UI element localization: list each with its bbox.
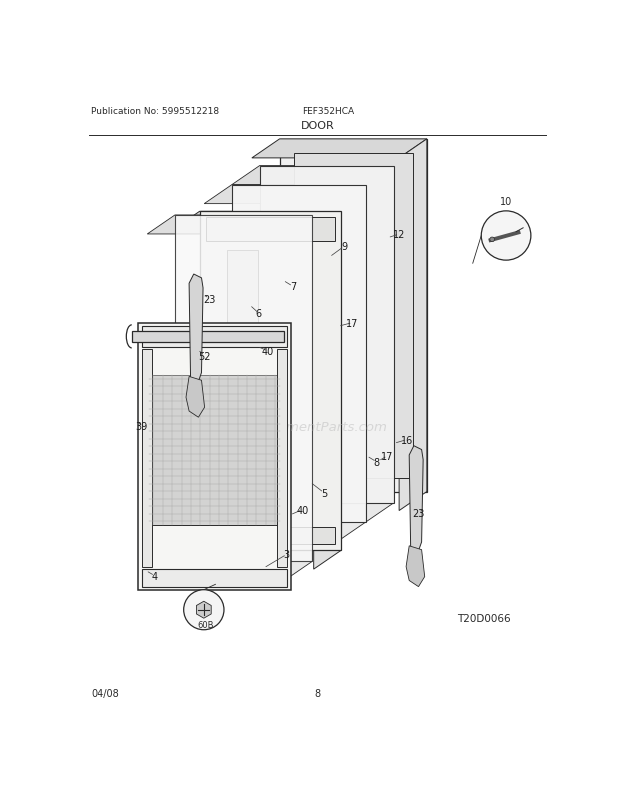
Text: T20D0066: T20D0066	[458, 613, 511, 623]
Polygon shape	[339, 185, 366, 541]
Polygon shape	[142, 350, 152, 568]
Polygon shape	[232, 166, 394, 185]
Text: 8: 8	[374, 457, 379, 468]
Polygon shape	[142, 569, 286, 587]
Polygon shape	[232, 185, 366, 522]
Polygon shape	[293, 153, 413, 478]
Text: 40: 40	[262, 346, 274, 357]
Text: 04/08: 04/08	[92, 688, 119, 699]
Text: DOOR: DOOR	[301, 121, 335, 131]
Text: eReplacementParts.com: eReplacementParts.com	[225, 420, 387, 433]
Text: 16: 16	[401, 435, 413, 445]
Polygon shape	[142, 327, 286, 348]
Polygon shape	[406, 546, 425, 587]
Polygon shape	[314, 212, 342, 569]
Polygon shape	[206, 218, 335, 241]
Text: 40: 40	[296, 505, 308, 515]
Polygon shape	[200, 212, 342, 550]
Polygon shape	[227, 250, 258, 489]
Polygon shape	[175, 216, 312, 561]
Circle shape	[184, 590, 224, 630]
Text: 6: 6	[256, 309, 262, 319]
Text: 17: 17	[381, 452, 394, 461]
Polygon shape	[399, 140, 427, 511]
Polygon shape	[252, 140, 427, 159]
Text: 4: 4	[152, 571, 158, 581]
Text: 7: 7	[290, 282, 296, 292]
Text: 5: 5	[321, 488, 327, 498]
Polygon shape	[409, 446, 423, 557]
Circle shape	[481, 212, 531, 261]
Polygon shape	[280, 140, 427, 492]
Polygon shape	[277, 350, 286, 568]
Circle shape	[490, 237, 495, 242]
Text: 23: 23	[203, 294, 215, 304]
Text: 52: 52	[198, 351, 211, 361]
Polygon shape	[149, 375, 280, 525]
Text: FEF352HCA: FEF352HCA	[303, 107, 355, 116]
Text: 17: 17	[347, 318, 359, 328]
Polygon shape	[260, 166, 394, 503]
Polygon shape	[206, 528, 335, 545]
Polygon shape	[131, 331, 285, 342]
Text: 9: 9	[341, 242, 347, 252]
Text: Publication No: 5995512218: Publication No: 5995512218	[92, 107, 219, 116]
Polygon shape	[285, 216, 312, 581]
Polygon shape	[186, 377, 205, 418]
Polygon shape	[366, 166, 394, 522]
Polygon shape	[172, 212, 342, 231]
Text: 39: 39	[135, 422, 147, 432]
Text: 8: 8	[315, 688, 321, 699]
Polygon shape	[148, 216, 312, 235]
Text: 10: 10	[500, 197, 512, 207]
Text: 3: 3	[284, 549, 290, 560]
Polygon shape	[138, 323, 291, 591]
Polygon shape	[204, 185, 366, 205]
Text: 23: 23	[412, 508, 425, 518]
Polygon shape	[149, 375, 280, 525]
Polygon shape	[197, 602, 211, 618]
Text: 12: 12	[393, 229, 405, 240]
Polygon shape	[189, 274, 203, 388]
Text: 60B: 60B	[198, 621, 214, 630]
